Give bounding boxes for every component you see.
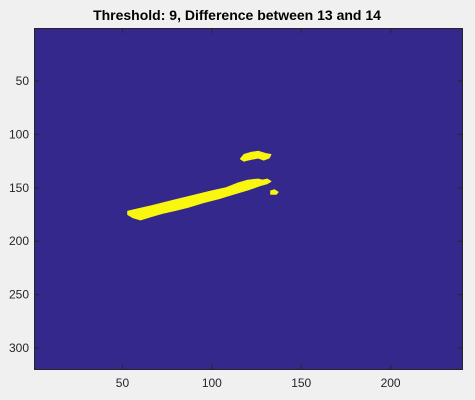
chart-title: Threshold: 9, Difference between 13 and … bbox=[93, 7, 381, 23]
x-tick-label: 50 bbox=[116, 376, 130, 390]
x-axis-ticks: 50 100 150 200 bbox=[116, 29, 401, 390]
heatmap-region-upper-blob bbox=[239, 150, 272, 162]
heatmap-region-main-streak bbox=[127, 178, 268, 221]
y-axis-ticks: 50 100 150 200 250 300 bbox=[9, 74, 462, 355]
heatmap-background bbox=[34, 28, 463, 370]
x-tick-label: 150 bbox=[291, 376, 311, 390]
heatmap-region-small-dot bbox=[270, 189, 279, 195]
y-tick-label: 50 bbox=[16, 74, 30, 88]
axes-box bbox=[34, 28, 463, 370]
heatmap-region-side-speck bbox=[261, 178, 272, 185]
heatmap-regions bbox=[127, 150, 279, 221]
x-tick-label: 200 bbox=[381, 376, 401, 390]
y-tick-label: 150 bbox=[9, 181, 29, 195]
y-tick-label: 300 bbox=[9, 341, 29, 355]
plot-area bbox=[34, 28, 463, 370]
y-tick-label: 250 bbox=[9, 288, 29, 302]
y-tick-label: 100 bbox=[9, 127, 29, 141]
x-tick-label: 100 bbox=[202, 376, 222, 390]
y-tick-label: 200 bbox=[9, 234, 29, 248]
